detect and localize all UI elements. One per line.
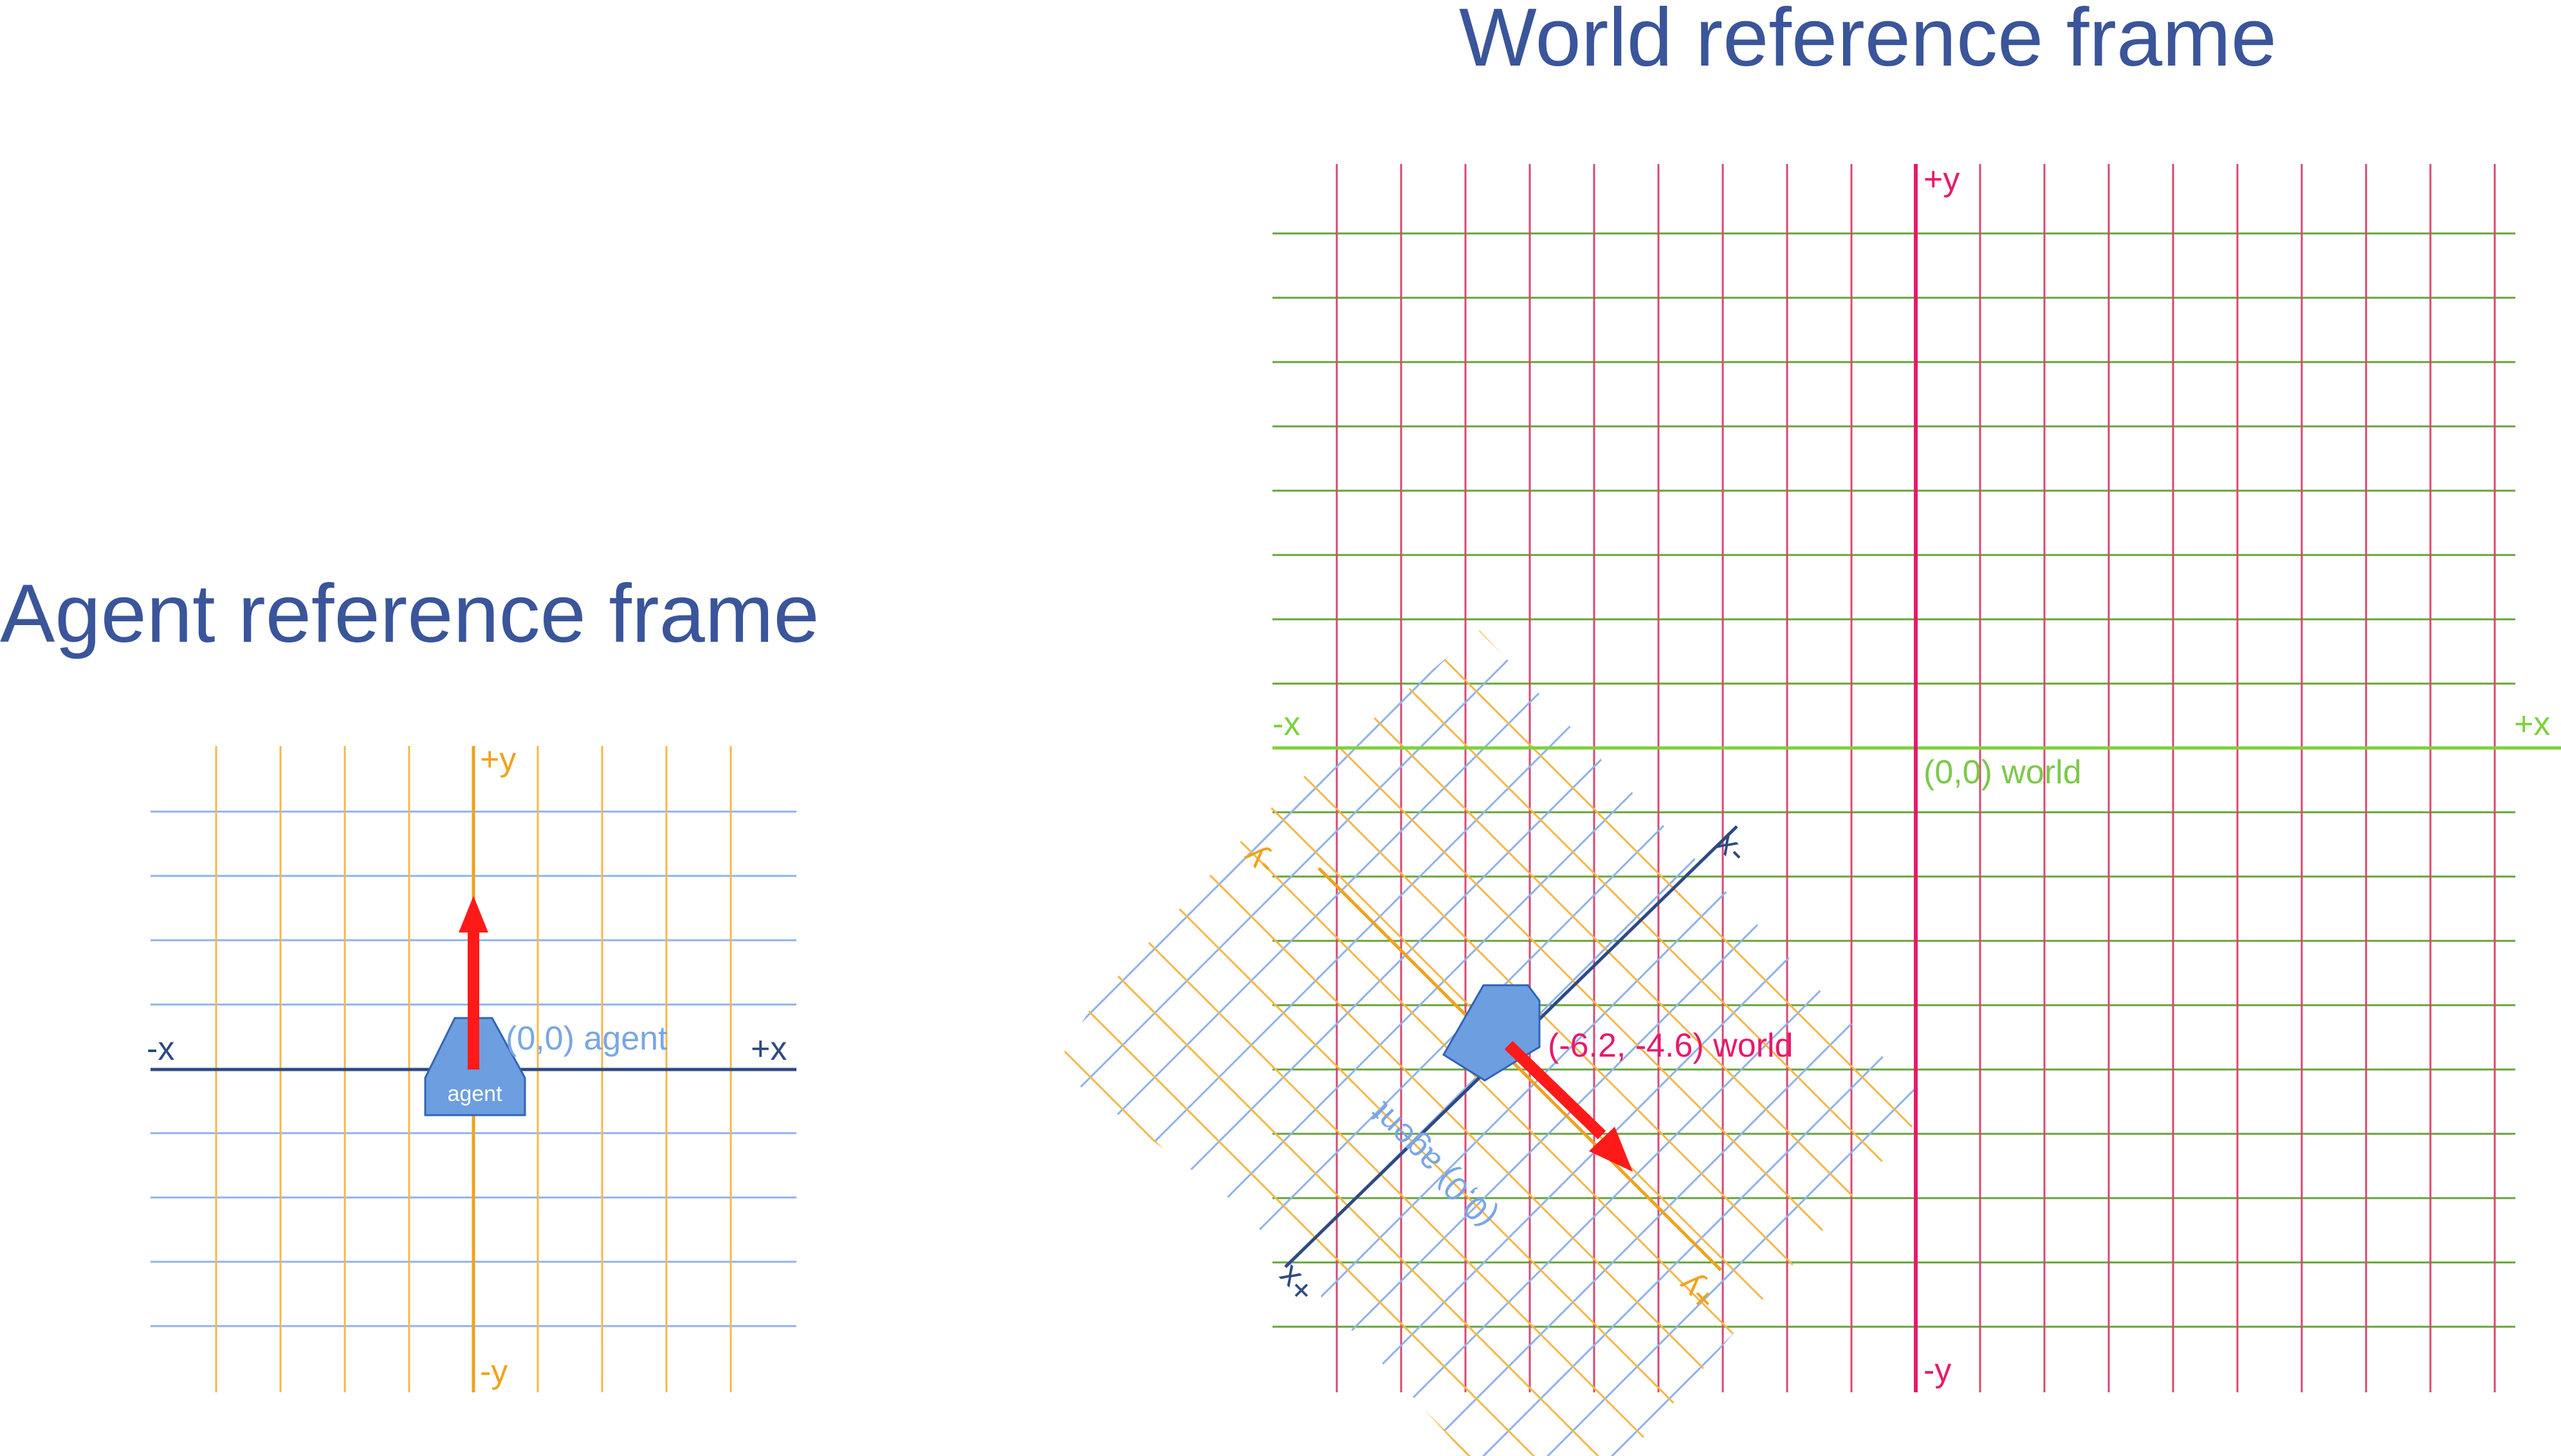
rotated-agent-grid-lines-a [1055,630,1930,1456]
world-origin-label: (0,0) world [1923,754,2082,791]
rotated-agent-pos-x-label: +x [1270,1259,1322,1311]
agent-shape-label: agent [447,1082,502,1106]
rotated-agent-grid-line [1055,630,1930,1304]
rotated-agent-grid-line [1055,630,1930,1456]
rotated-agent-grid-line [1055,630,1930,1456]
world-grid-vertical-lines [1336,164,2496,1392]
rotated-agent-grid-line [1443,630,1930,1456]
rotated-agent-neg-x-label: -x [1706,827,1752,873]
rotated-agent-grid-line [1250,630,1930,1456]
rotated-agent-grid-line [1055,630,1930,1456]
rotated-agent-y-axis [1317,867,1722,1271]
world-grid-horizontal-lines [1272,232,2515,1328]
rotated-agent-grid-line [1055,630,1930,1456]
agent-neg-y-label: -y [480,1353,508,1390]
rotated-agent-grid-line [1055,787,1930,1456]
agent-world-position-label: (-6.2, -4.6) world [1548,1027,1793,1064]
rotated-agent-grid-line [1055,630,1930,1046]
agent-frame-title: Agent reference frame [0,568,820,660]
rotated-agent-pos-y-label: +y [1671,1267,1723,1319]
rotated-agent-grid-line [1055,630,1930,1432]
world-pos-y-label: +y [1923,161,1960,198]
rotated-agent-grid-line [1055,630,1930,1456]
rotated-agent-grid-line [1055,630,1930,1456]
rotated-agent-grid-line [1055,630,1930,1456]
rotated-agent-grid-line [1055,630,1930,1456]
rotated-agent-grid-line [1055,630,1930,1456]
world-pos-x-label: +x [2514,705,2550,743]
rotated-agent-grid-line [1055,630,1930,1456]
rotated-agent-grid-line [1055,630,1930,1456]
rotated-agent-grid-line [1379,630,1930,1456]
rotated-agent-grid-line [1055,630,1930,1456]
rotated-agent-grid-line [1055,630,1930,1456]
rotated-agent-grid-lines-b [1055,630,1930,1456]
rotated-agent-grid-line [1055,630,1930,1456]
agent-frame: Agent reference frame +y -y -x +x agent … [0,568,820,1392]
agent-heading-arrow [459,896,488,1069]
agent-pos-y-label: +y [480,741,516,778]
rotated-agent-grid-line [1055,630,1930,1456]
world-neg-x-label: -x [1272,705,1300,743]
rotated-agent-grid-line [1055,630,1930,1456]
rotated-agent-grid-line [1507,630,1930,1456]
rotated-agent-grid-line [1055,630,1510,1456]
rotated-agent-grid-line [1055,630,1767,1456]
rotated-agent-grid-line [1055,630,1930,1456]
rotated-agent-origin-label: (0,0) agent [1363,1095,1503,1235]
rotated-agent-grid-line [1055,630,1930,1456]
world-neg-y-label: -y [1923,1352,1951,1389]
agent-neg-x-label: -x [147,1030,174,1068]
rotated-agent-grid-line [1055,630,1930,1456]
rotated-agent-grid-line [1314,630,1930,1456]
rotated-agent-grid-line [1055,630,1930,1456]
rotated-agent-grid-line [1055,630,1930,1456]
rotated-agent-grid-line [1055,630,1930,1456]
rotated-agent-grid-line [1055,630,1930,1456]
rotated-agent-neg-y-label: -y [1235,839,1281,885]
world-heading-arrow [1504,1041,1633,1172]
world-frame-title: World reference frame [1459,0,2277,84]
rotated-agent-grid-line [1057,630,1930,1456]
world-grid [1272,164,2515,1392]
rotated-agent-grid-line [1055,1044,1930,1456]
agent-pos-x-label: +x [751,1030,787,1068]
agent-origin-label: (0,0) agent [506,1020,668,1057]
rotated-agent-grid-line [1055,722,1930,1456]
rotated-agent-grid-line [1055,630,1930,1456]
rotated-agent-grid-line [1055,630,1703,1456]
